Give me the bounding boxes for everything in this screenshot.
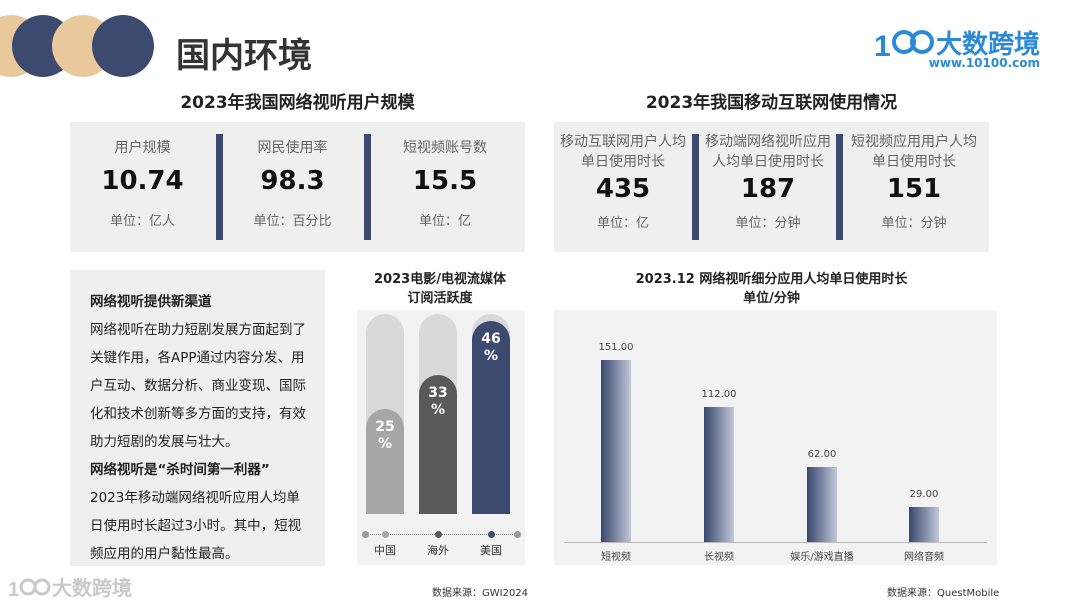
insight-line: 化和技术创新等多方面的支持，有效 — [90, 406, 306, 422]
logo-mark-icon: 1 — [874, 30, 934, 62]
logo-text: 大数跨境 — [935, 29, 1040, 60]
decor-circle-4 — [92, 15, 154, 77]
category-label-china: 中国 — [374, 544, 396, 557]
stat-value: 151 — [886, 174, 942, 204]
insight-line: 户互动、数据分析、商业变现、国际 — [90, 378, 306, 394]
divider — [692, 134, 699, 240]
subscription-chart-title-line1: 2023电影/电视流媒体 — [374, 272, 506, 287]
column-value-china: 25 — [375, 419, 395, 435]
bar-category-audio: 网络音频 — [904, 552, 944, 563]
column-fill-overseas: 33 % — [419, 375, 457, 514]
chart-baseline — [564, 542, 987, 543]
axis-dot — [382, 531, 389, 538]
insight-line: 2023年移动端网络视听应用人均单 — [90, 490, 300, 506]
bar-live-streaming — [807, 467, 837, 542]
logo-url: www.10100.com — [928, 56, 1040, 70]
duration-chart-source: 数据来源：QuestMobile — [887, 588, 1000, 599]
footer-logo-text: 大数跨境 — [52, 576, 132, 600]
left-section-title: 2023年我国网络视听用户规模 — [180, 93, 415, 113]
stat-unit: 单位：亿 — [418, 214, 471, 229]
column-fill-usa: 46 % — [472, 321, 510, 514]
bar-category-long-video: 长视频 — [704, 552, 734, 563]
column-unit-usa: % — [483, 348, 499, 364]
duration-chart-title-line1: 2023.12 网络视听细分应用人均单日使用时长 — [635, 272, 908, 287]
bar-value-long-video: 112.00 — [701, 389, 737, 400]
bar-value-live-streaming: 62.00 — [807, 449, 837, 460]
axis-dot — [488, 531, 495, 538]
footer-logo: 1 大数跨境 — [8, 572, 132, 601]
stat-unit: 单位：分钟 — [735, 216, 801, 231]
stat-user-scale: 用户规模 10.74 单位：亿人 — [70, 138, 215, 229]
column-fill-china: 25 % — [366, 409, 404, 514]
bar-short-video — [601, 360, 631, 542]
axis-dot — [435, 531, 442, 538]
insight-text-panel: 网络视听提供新渠道 网络视听在助力短剧发展方面起到了 关键作用，各APP通过内容… — [70, 270, 325, 566]
stat-label-line2: 人均单日使用时长 — [712, 154, 824, 170]
user-scale-stats-panel: 用户规模 10.74 单位：亿人 网民使用率 98.3 单位：百分比 短视频账号… — [70, 122, 525, 252]
stat-label-line1: 移动互联网用户人均 — [560, 134, 686, 150]
bar-long-video — [704, 407, 734, 542]
stat-unit: 单位：亿人 — [109, 214, 175, 229]
chart-axis-line — [365, 534, 519, 535]
svg-text:1: 1 — [8, 579, 19, 600]
bar-value-audio: 29.00 — [909, 489, 939, 500]
column-track-overseas: 33 % — [419, 314, 457, 514]
insight-line: 关键作用，各APP通过内容分发、用 — [90, 350, 305, 366]
stat-mobile-daily-duration: 移动互联网用户人均 单日使用时长 435 单位：亿 — [554, 132, 692, 231]
duration-chart-title-line2: 单位/分钟 — [743, 291, 800, 306]
stat-short-video-duration: 短视频应用用户人均 单日使用时长 151 单位：分钟 — [844, 132, 984, 231]
mobile-internet-stats-panel: 移动互联网用户人均 单日使用时长 435 单位：亿 移动端网络视听应用 人均单日… — [554, 122, 989, 252]
stat-value: 98.3 — [260, 166, 325, 196]
divider — [836, 134, 843, 240]
insight-heading-1: 网络视听提供新渠道 — [90, 294, 212, 310]
insight-heading-2: 网络视听是“杀时间第一利器” — [90, 462, 270, 478]
stat-label: 网民使用率 — [257, 140, 328, 156]
subscription-chart-title-line2: 订阅活跃度 — [407, 291, 473, 306]
stat-unit: 单位：分钟 — [881, 216, 947, 231]
insight-line: 日使用时长超过3小时。其中，短视 — [90, 518, 302, 534]
subscription-chart-area: 25 % 33 % 46 % 中国 海外 美国 — [357, 310, 525, 565]
column-value-usa: 46 — [481, 331, 501, 347]
axis-dot — [362, 531, 369, 538]
divider — [216, 134, 223, 240]
stat-unit: 单位：亿 — [596, 216, 649, 231]
svg-text:1: 1 — [874, 30, 891, 62]
right-section-title: 2023年我国移动互联网使用情况 — [645, 93, 898, 113]
stat-label-line1: 移动端网络视听应用 — [705, 134, 831, 150]
stat-value: 15.5 — [412, 166, 478, 196]
stat-label-line1: 短视频应用用户人均 — [851, 134, 977, 150]
bar-value-short-video: 151.00 — [598, 342, 634, 353]
stat-value: 435 — [595, 174, 651, 204]
bar-category-live-streaming: 娱乐/游戏直播 — [790, 552, 854, 563]
stat-video-app-duration: 移动端网络视听应用 人均单日使用时长 187 单位：分钟 — [700, 132, 836, 231]
category-label-overseas: 海外 — [427, 544, 449, 557]
column-track-usa: 46 % — [472, 314, 510, 514]
category-label-usa: 美国 — [480, 544, 502, 557]
stat-short-video-accounts: 短视频账号数 15.5 单位：亿 — [370, 138, 520, 229]
bar-category-short-video: 短视频 — [601, 552, 631, 563]
stat-unit: 单位：百分比 — [253, 214, 332, 229]
column-unit-overseas: % — [430, 402, 446, 418]
axis-dot — [514, 531, 521, 538]
bar-audio — [909, 507, 939, 542]
column-track-china: 25 % — [366, 314, 404, 514]
footer-logo-mark-icon: 1 — [8, 578, 51, 600]
column-unit-china: % — [377, 436, 393, 452]
insight-line: 网络视听在助力短剧发展方面起到了 — [90, 322, 306, 338]
page-title: 国内环境 — [176, 36, 312, 76]
stat-label-line2: 单日使用时长 — [872, 154, 956, 170]
subscription-chart-source: 数据来源：GWI2024 — [432, 588, 529, 599]
stat-value: 10.74 — [101, 166, 184, 196]
stat-label: 短视频账号数 — [403, 140, 487, 156]
stat-value: 187 — [740, 174, 796, 204]
duration-chart-area: 151.00 112.00 62.00 29.00 短视频 长视频 娱乐/游戏直… — [554, 310, 997, 565]
stat-label: 用户规模 — [114, 140, 171, 156]
insight-line: 助力短剧的发展与壮大。 — [90, 434, 239, 450]
column-value-overseas: 33 — [428, 385, 448, 401]
divider — [364, 134, 371, 240]
stat-netizen-rate: 网民使用率 98.3 单位：百分比 — [220, 138, 365, 229]
stat-label-line2: 单日使用时长 — [581, 154, 665, 170]
brand-logo: 1 大数跨境 — [874, 22, 1040, 63]
insight-line: 频应用的用户黏性最高。 — [90, 546, 239, 562]
